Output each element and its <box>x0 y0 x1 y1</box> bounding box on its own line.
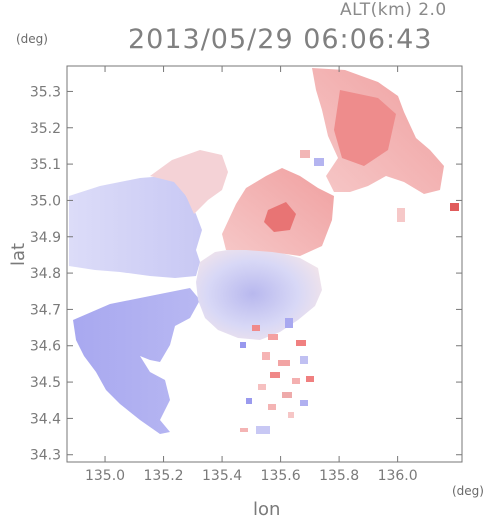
y-tick-label-8: 35.1 <box>30 157 61 173</box>
x-tick-label-4: 135.8 <box>319 468 359 484</box>
x-tick-label-1: 135.2 <box>144 468 184 484</box>
x-axis-label: lon <box>253 499 281 520</box>
y-tick-label-4: 34.7 <box>30 302 61 318</box>
y-tick-label-5: 34.8 <box>30 266 61 282</box>
echo-center-mixed <box>196 248 322 340</box>
echo-ne-dark <box>334 90 396 166</box>
echo-e-speck-2 <box>397 208 405 222</box>
x-tick-label-0: 135.0 <box>85 468 125 484</box>
x-axis-unit: (deg) <box>452 484 484 498</box>
y-tick-label-2: 34.5 <box>30 375 61 391</box>
timestamp: 2013/05/29 06:06:43 <box>128 24 433 55</box>
x-tick-label-5: 136.0 <box>378 468 418 484</box>
y-tick-label-10: 35.3 <box>30 84 61 100</box>
y-tick-label-7: 35.0 <box>30 193 61 209</box>
echo-n-pink-small <box>150 150 228 214</box>
y-axis-unit: (deg) <box>16 32 48 46</box>
echo-nw-receding-weak <box>69 176 202 278</box>
echo-sw-approaching <box>73 288 200 434</box>
echo-e-speck <box>450 203 459 211</box>
y-tick-label-0: 34.3 <box>30 448 61 464</box>
y-tick-label-1: 34.4 <box>30 411 61 427</box>
echo-center-core <box>264 202 296 232</box>
altitude-label: ALT(km) 2.0 <box>340 0 447 20</box>
y-axis-ticks: 34.3 34.4 34.5 34.6 34.7 34.8 34.9 35.0 35.1 35.2… <box>30 84 462 464</box>
x-tick-label-3: 135.6 <box>261 468 301 484</box>
echo-south-scatter <box>240 150 324 434</box>
x-tick-label-2: 135.4 <box>202 468 242 484</box>
y-tick-label-3: 34.6 <box>30 339 61 355</box>
y-tick-label-6: 34.9 <box>30 230 61 246</box>
x-axis-ticks: 135.0 135.2 135.4 135.6 135.8 136.0 <box>85 66 418 484</box>
echo-regions <box>69 68 459 434</box>
y-tick-label-9: 35.2 <box>30 121 61 137</box>
